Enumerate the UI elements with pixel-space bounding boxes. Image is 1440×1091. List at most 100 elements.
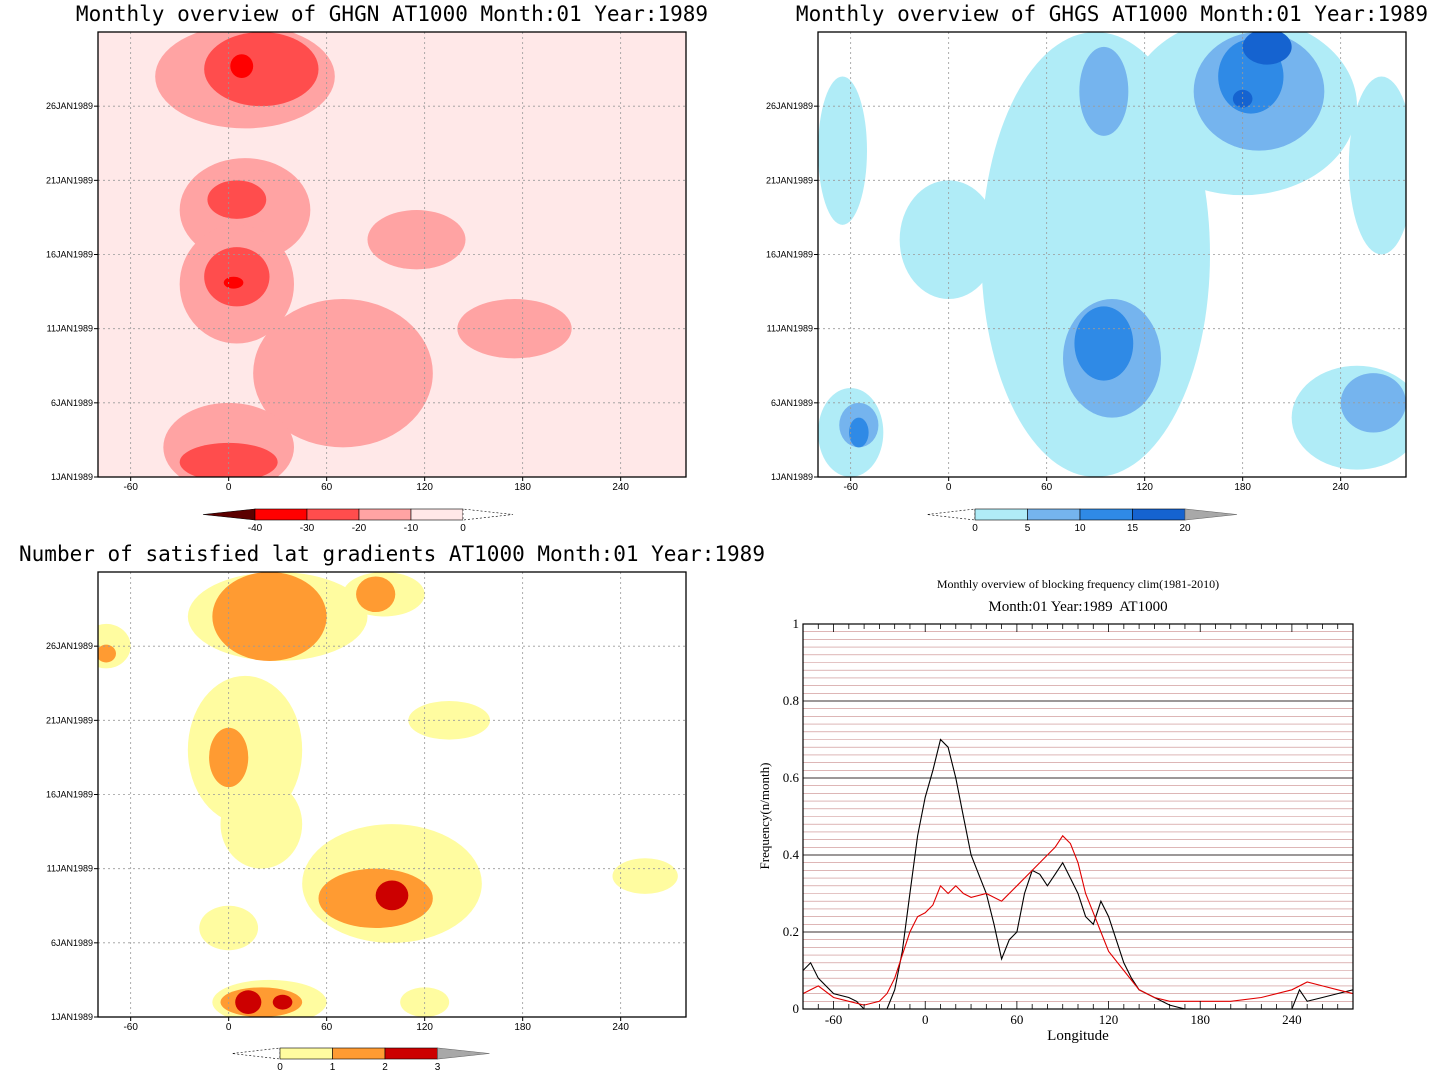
chart-title: Monthly overview of GHGN AT1000 Month:01… [76,2,708,26]
contour-region [204,247,270,307]
y-axis-ticks: 1JAN1989 6JAN1989 11JAN1989 16JAN1989 21JAN1… [766,101,818,482]
y-tick-label: 26JAN1989 [46,641,93,651]
y-axis-ticks: 1JAN1989 6JAN1989 11JAN1989 16JAN1989 21JAN1… [46,641,98,1022]
contour-region [204,32,319,107]
contour-regions [98,572,678,1017]
colorbar-label: 5 [1025,523,1031,534]
panel-blocking: Monthly overview of blocking frequency c… [757,577,1354,1044]
y-tick-label: 16JAN1989 [766,250,813,260]
colorbar-label: 15 [1127,523,1139,534]
contour-region [179,442,278,477]
y-axis-label: Frequency(n/month) [757,763,772,870]
colorbar-segment [1132,508,1186,521]
x-tick-label: 0 [226,1022,232,1033]
contour-region [318,868,433,928]
contour-region [375,880,409,911]
y-tick-label: 26JAN1989 [766,101,813,111]
contour-region [235,990,262,1015]
colorbar-segment [410,508,464,521]
y-tick-label: 1JAN1989 [771,472,813,482]
colorbar-label: 20 [1179,523,1191,534]
x-axis-label: Longitude [1047,1028,1109,1044]
chart-title: Number of satisfied lat gradients AT1000… [19,542,765,566]
y-tick-label: 1JAN1989 [51,1012,93,1022]
x-tick-label: -60 [843,482,858,493]
y-tick-label: 16JAN1989 [46,250,93,260]
y-tick-label: 6JAN1989 [51,398,93,408]
colorbar-segment [974,508,1028,521]
y-tick-label: 16JAN1989 [46,790,93,800]
y-tick-label: 0.2 [783,924,799,939]
contour-region [1074,306,1134,381]
contour-region [1348,76,1406,255]
contour-regions [818,32,1406,477]
x-axis-ticks: -60 0 60 120 180 240 [123,477,629,493]
colorbar-label: -20 [352,523,367,534]
x-tick-label: 0 [946,482,952,493]
chart-subtitle: Month:01 Year:1989 AT1000 [988,599,1167,615]
y-tick-label: 6JAN1989 [771,398,813,408]
colorbar-left-extension [202,508,256,521]
plot-background [98,572,686,1017]
contour-region [818,76,867,225]
panel-ghgs: Monthly overview of GHGS AT1000 Month:01… [766,2,1428,534]
y-tick-label: 0.4 [783,847,800,862]
x-tick-label: 120 [1099,1012,1119,1027]
x-tick-label: 60 [1041,482,1053,493]
colorbar-left-extension [231,1047,281,1060]
contour-region [849,417,869,448]
contour-region [1242,32,1292,65]
y-tick-label: 0 [793,1001,800,1016]
colorbar-segment [358,508,412,521]
contour-region [272,994,293,1010]
colorbar-left-extension [926,508,976,521]
colorbar: 0 1 2 3 [231,1047,490,1073]
panel-gradients: Number of satisfied lat gradients AT1000… [19,542,765,1073]
colorbar-label: 0 [277,1062,283,1073]
colorbar-right-extension [462,508,514,521]
y-tick-label: 21JAN1989 [46,715,93,725]
colorbar-label: -30 [300,523,315,534]
colorbar-label: 0 [460,523,466,534]
colorbar-right-extension [437,1047,490,1060]
y-tick-label: 0.8 [783,693,799,708]
x-axis-ticks: -60 0 60 120 180 240 [123,1017,629,1033]
y-tick-label: 26JAN1989 [46,101,93,111]
x-tick-label: -60 [825,1012,842,1027]
y-axis-ticks: 0 0.2 0.4 0.6 0.8 1 [783,616,800,1016]
contour-region [612,858,678,894]
x-tick-label: 60 [321,1022,333,1033]
x-tick-label: 180 [514,1022,531,1033]
y-tick-label: 11JAN1989 [767,324,813,334]
series-line [803,834,1353,1006]
x-tick-label: 0 [922,1012,929,1027]
contour-region [207,180,267,219]
x-tick-label: 60 [1010,1012,1023,1027]
y-tick-label: 1JAN1989 [51,472,93,482]
colorbar-label: 0 [972,523,978,534]
colorbar-label: 1 [330,1062,336,1073]
x-tick-label: 240 [1332,482,1349,493]
colorbar-right-extension [1184,508,1238,521]
x-tick-label: 120 [416,482,433,493]
colorbar-label: 2 [382,1062,388,1073]
y-tick-label: 1 [793,616,800,631]
colorbar: -40 -30 -20 -10 0 [202,508,514,534]
contour-region [223,276,244,289]
contour-region [230,54,254,78]
colorbar: 0 5 10 15 20 [926,508,1238,534]
colorbar-label: -10 [404,523,419,534]
y-tick-label: 11JAN1989 [47,864,93,874]
chart-title: Monthly overview of GHGS AT1000 Month:01… [796,2,1428,26]
contour-region [253,299,433,448]
y-tick-label: 21JAN1989 [766,175,813,185]
x-tick-label: 0 [226,482,232,493]
contour-region [212,572,327,661]
y-tick-label: 11JAN1989 [47,324,93,334]
colorbar-segment [279,1047,333,1060]
contour-region [356,576,396,613]
colorbar-segment [384,1047,438,1060]
x-tick-label: 180 [1234,482,1251,493]
contour-regions [146,32,572,477]
y-tick-label: 21JAN1989 [46,175,93,185]
